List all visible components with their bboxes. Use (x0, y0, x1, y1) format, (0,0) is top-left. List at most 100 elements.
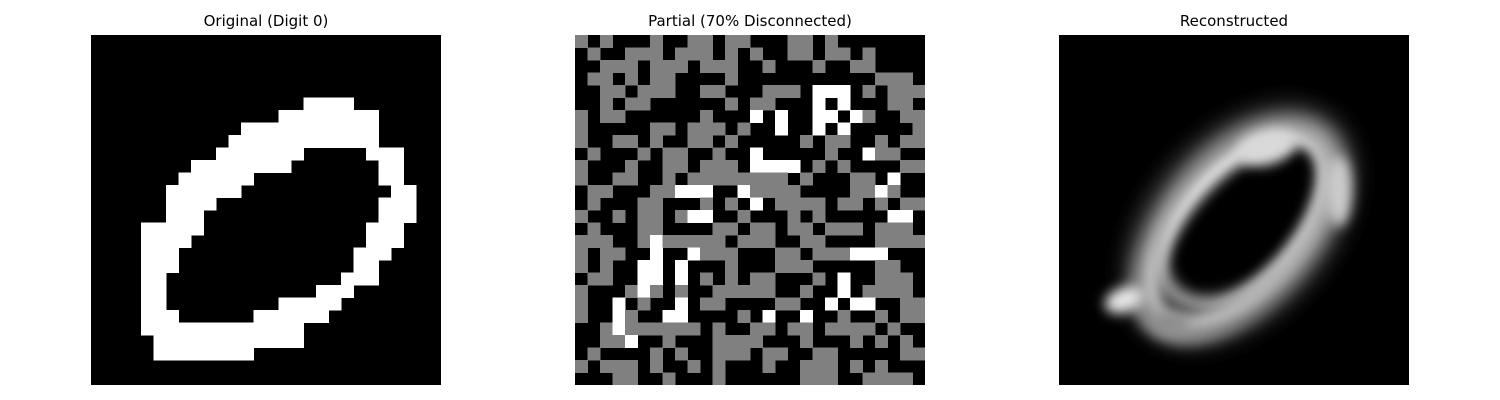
pixel-masked (900, 72, 913, 86)
pixel-masked (712, 297, 726, 311)
pixel-on (178, 335, 192, 348)
pixel-masked (587, 235, 601, 248)
pixel-masked (787, 35, 801, 48)
pixel-masked (775, 185, 788, 198)
pixel-on (650, 260, 663, 273)
pixel-masked (800, 285, 813, 298)
pixel-on (675, 260, 688, 273)
pixel-on (787, 160, 801, 173)
pixel-on (178, 235, 192, 248)
pixel-masked (612, 335, 626, 348)
pixel-masked (675, 322, 688, 336)
pixel-on (316, 285, 329, 298)
pixel-masked (762, 272, 776, 286)
pixel-on (266, 147, 279, 161)
pixel-masked (800, 372, 813, 385)
pixel-on (875, 247, 888, 261)
partial-digit-image (575, 35, 925, 385)
pixel-masked (725, 347, 738, 361)
pixel-masked (887, 222, 901, 236)
pixel-masked (625, 360, 638, 373)
pixel-masked (700, 122, 713, 136)
pixel-masked (625, 60, 638, 73)
pixel-masked (850, 335, 863, 348)
pixel-on (266, 322, 279, 336)
pixel-masked (687, 360, 701, 373)
pixel-masked (762, 60, 776, 73)
pixel-masked (712, 285, 726, 298)
pixel-masked (887, 97, 901, 111)
pixel-masked (875, 310, 888, 323)
pixel-on (141, 322, 154, 336)
pixel-masked (575, 122, 588, 136)
pixel-on (762, 310, 776, 323)
pixel-masked (650, 360, 663, 373)
pixel-on (153, 285, 167, 298)
pixel-on (378, 247, 392, 261)
pixel-masked (750, 335, 763, 348)
pixel-on (303, 110, 317, 123)
pixel-masked (700, 135, 713, 148)
pixel-on (366, 272, 379, 286)
pixel-on (353, 272, 367, 286)
pixel-on (166, 260, 179, 273)
pixel-on (341, 135, 354, 148)
pixel-masked (812, 272, 826, 286)
pixel-masked (787, 247, 801, 261)
pixel-on (825, 110, 838, 123)
pixel-on (228, 160, 242, 173)
pixel-masked (650, 347, 663, 361)
pixel-on (675, 310, 688, 323)
pixel-on (650, 272, 663, 286)
pixel-on (278, 335, 292, 348)
pixel-masked (900, 222, 913, 236)
pixel-masked (800, 322, 813, 336)
pixel-masked (650, 222, 663, 236)
pixel-on (203, 197, 217, 211)
pixel-on (366, 235, 379, 248)
pixel-on (366, 110, 379, 123)
pixel-masked (725, 285, 738, 298)
pixel-on (216, 172, 229, 186)
pixel-on (316, 297, 329, 311)
pixel-masked (737, 35, 751, 48)
pixel-masked (887, 260, 901, 273)
pixel-masked (612, 360, 626, 373)
pixel-masked (575, 285, 588, 298)
pixel-masked (650, 72, 663, 86)
pixel-masked (662, 147, 676, 161)
pixel-on (228, 147, 242, 161)
pixel-on (191, 335, 204, 348)
pixel-masked (875, 360, 888, 373)
pixel-masked (575, 110, 588, 123)
pixel-on (637, 272, 651, 286)
pixel-masked (750, 172, 763, 186)
pixel-on (278, 147, 292, 161)
pixel-masked (862, 60, 876, 73)
pixel-on (391, 210, 404, 223)
panel-reconstructed: Reconstructed (1059, 0, 1409, 400)
pixel-masked (725, 60, 738, 73)
pixel-masked (912, 197, 925, 211)
pixel-masked (687, 235, 701, 248)
pixel-on (328, 122, 342, 136)
pixel-masked (900, 347, 913, 361)
pixel-on (353, 122, 367, 136)
pixel-masked (625, 372, 638, 385)
reconstruction-stroke (1154, 312, 1189, 333)
pixel-on (278, 160, 292, 173)
pixel-masked (812, 197, 826, 211)
pixel-masked (600, 272, 613, 286)
pixel-on (625, 335, 638, 348)
pixel-masked (875, 272, 888, 286)
pixel-masked (725, 272, 738, 286)
pixel-masked (600, 85, 613, 98)
pixel-on (837, 272, 851, 286)
pixel-on (675, 185, 688, 198)
pixel-masked (900, 110, 913, 123)
pixel-on (228, 335, 242, 348)
pixel-masked (712, 360, 726, 373)
pixel-on (278, 122, 292, 136)
pixel-on (875, 185, 888, 198)
pixel-masked (712, 122, 726, 136)
